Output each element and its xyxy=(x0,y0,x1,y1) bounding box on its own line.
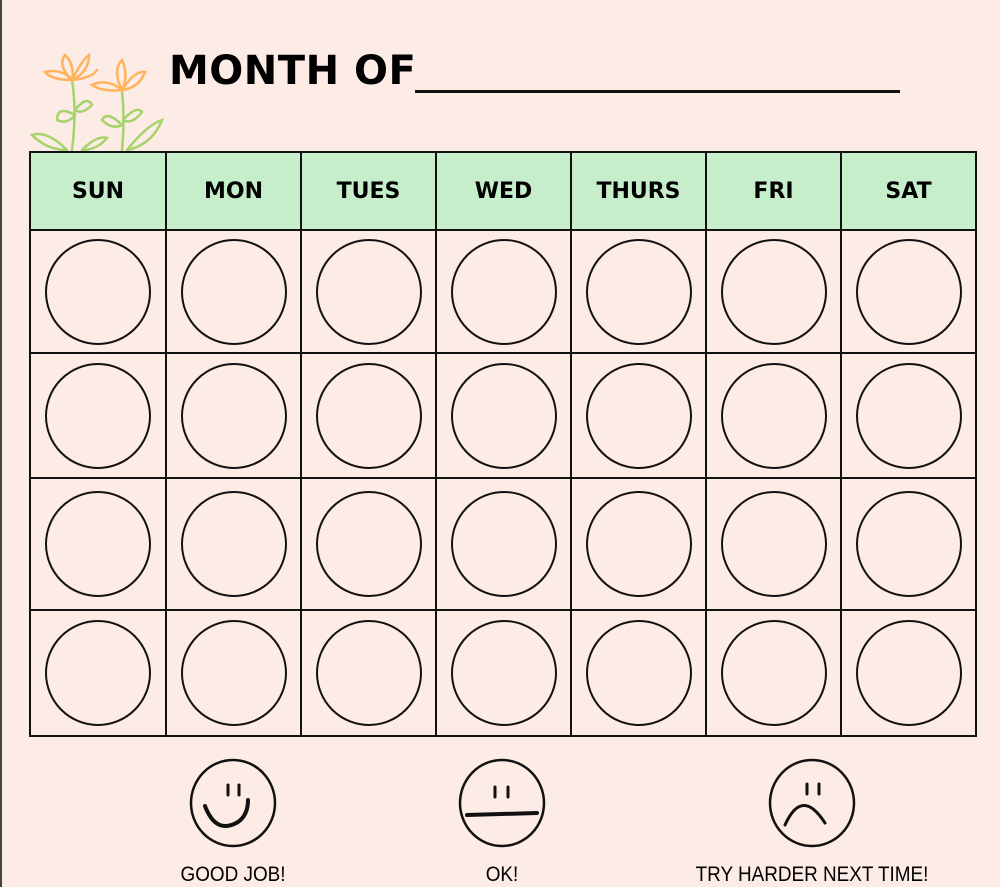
day-cell[interactable] xyxy=(840,352,977,479)
day-cell[interactable] xyxy=(165,352,302,479)
mood-circle[interactable] xyxy=(450,620,557,726)
mood-circle[interactable] xyxy=(450,238,557,345)
day-cell[interactable] xyxy=(435,477,572,611)
day-cell[interactable] xyxy=(570,352,707,479)
day-cell[interactable] xyxy=(705,352,842,479)
mood-circle[interactable] xyxy=(720,491,827,597)
legend-label: GOOD JOB! xyxy=(180,863,286,886)
day-cell[interactable] xyxy=(300,477,437,611)
calendar-grid: SUN MON TUES WED THURS FRI SAT xyxy=(29,151,977,737)
mood-circle[interactable] xyxy=(450,491,557,597)
day-cell[interactable] xyxy=(435,609,572,737)
day-cell[interactable] xyxy=(840,609,977,737)
mood-circle[interactable] xyxy=(45,620,151,726)
mood-circle[interactable] xyxy=(45,491,151,597)
legend-good: GOOD JOB! xyxy=(83,757,383,887)
legend-label: OK! xyxy=(485,863,519,886)
mood-circle[interactable] xyxy=(855,620,962,726)
day-cell[interactable] xyxy=(165,229,302,354)
legend-try-harder: TRY HARDER NEXT TIME! xyxy=(662,757,962,887)
neutral-face-icon xyxy=(458,758,546,848)
day-header-thurs: THURS xyxy=(570,151,707,231)
mood-circle[interactable] xyxy=(585,362,692,469)
month-input-line[interactable] xyxy=(415,90,900,93)
page-title: MONTH OF xyxy=(169,48,417,94)
mood-circle[interactable] xyxy=(585,491,692,597)
day-cell[interactable] xyxy=(705,477,842,611)
mood-circle[interactable] xyxy=(315,238,422,345)
day-cell[interactable] xyxy=(300,352,437,479)
mood-circle[interactable] xyxy=(180,238,287,345)
mood-circle[interactable] xyxy=(45,238,151,345)
mood-circle[interactable] xyxy=(315,620,422,726)
mood-circle[interactable] xyxy=(315,491,422,597)
mood-circle[interactable] xyxy=(720,362,827,469)
day-cell[interactable] xyxy=(300,609,437,737)
day-header-tues: TUES xyxy=(300,151,437,231)
day-header-wed: WED xyxy=(435,151,572,231)
mood-circle[interactable] xyxy=(180,491,287,597)
mood-circle[interactable] xyxy=(315,362,422,469)
day-header-mon: MON xyxy=(165,151,302,231)
day-header-sat: SAT xyxy=(840,151,977,231)
day-cell[interactable] xyxy=(29,477,167,611)
legend-ok: OK! xyxy=(352,757,652,887)
day-cell[interactable] xyxy=(29,352,167,479)
day-cell[interactable] xyxy=(300,229,437,354)
mood-circle[interactable] xyxy=(45,362,151,469)
day-header-fri: FRI xyxy=(705,151,842,231)
day-cell[interactable] xyxy=(840,477,977,611)
mood-circle[interactable] xyxy=(855,362,962,469)
mood-circle[interactable] xyxy=(180,620,287,726)
happy-face-icon xyxy=(189,758,277,848)
mood-circle[interactable] xyxy=(585,238,692,345)
day-cell[interactable] xyxy=(165,477,302,611)
day-header-sun: SUN xyxy=(29,151,167,231)
day-cell[interactable] xyxy=(705,609,842,737)
day-cell[interactable] xyxy=(570,609,707,737)
mood-circle[interactable] xyxy=(180,362,287,469)
day-cell[interactable] xyxy=(570,229,707,354)
legend-label: TRY HARDER NEXT TIME! xyxy=(695,863,929,886)
day-cell[interactable] xyxy=(29,229,167,354)
mood-circle[interactable] xyxy=(450,362,557,469)
day-cell[interactable] xyxy=(570,477,707,611)
mood-circle[interactable] xyxy=(585,620,692,726)
day-cell[interactable] xyxy=(435,352,572,479)
day-cell[interactable] xyxy=(165,609,302,737)
day-cell[interactable] xyxy=(435,229,572,354)
mood-circle[interactable] xyxy=(855,238,962,345)
flowers-illustration xyxy=(29,52,165,152)
mood-circle[interactable] xyxy=(855,491,962,597)
day-cell[interactable] xyxy=(705,229,842,354)
day-cell[interactable] xyxy=(29,609,167,737)
mood-circle[interactable] xyxy=(720,620,827,726)
mood-circle[interactable] xyxy=(720,238,827,345)
sad-face-icon xyxy=(768,758,856,848)
day-cell[interactable] xyxy=(840,229,977,354)
